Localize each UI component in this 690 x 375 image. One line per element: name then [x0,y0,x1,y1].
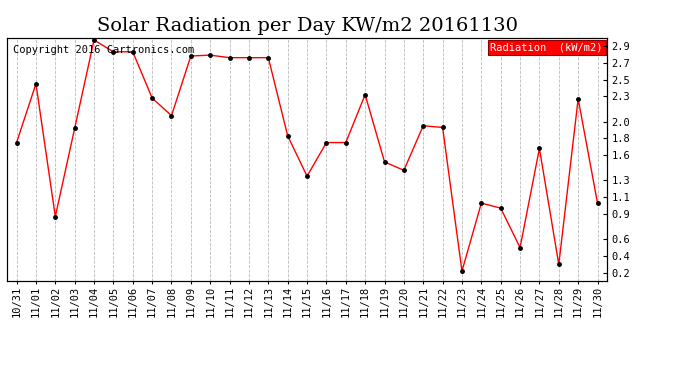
Title: Solar Radiation per Day KW/m2 20161130: Solar Radiation per Day KW/m2 20161130 [97,16,518,34]
Text: Radiation  (kW/m2): Radiation (kW/m2) [491,42,603,52]
Text: Copyright 2016 Cartronics.com: Copyright 2016 Cartronics.com [13,45,194,55]
